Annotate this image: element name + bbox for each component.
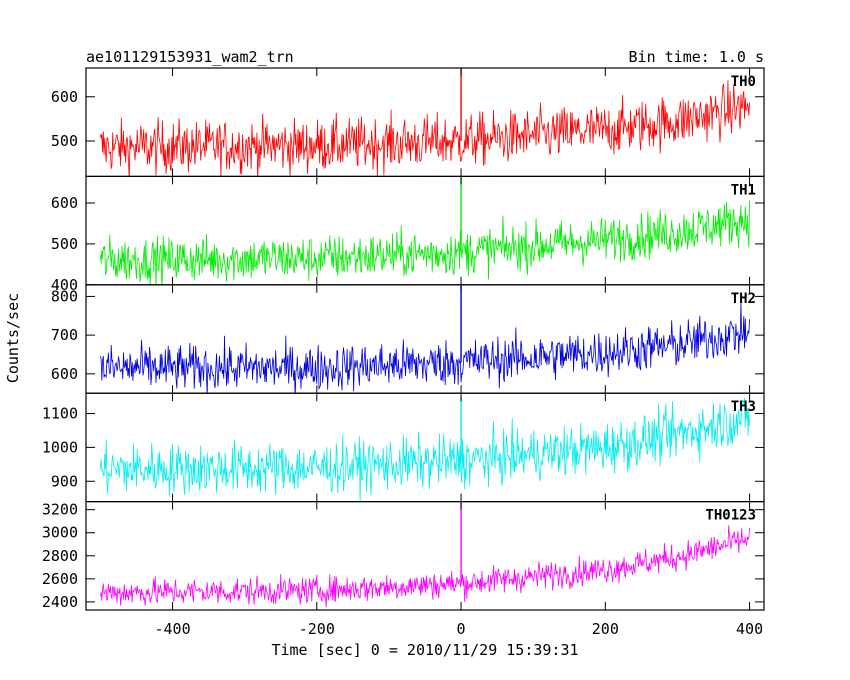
x-axis-label: Time [sec] 0 = 2010/11/29 15:39:31 <box>271 641 578 659</box>
series-label-th0: TH0 <box>731 74 756 90</box>
y-tick-label: 600 <box>51 194 78 212</box>
x-tick-label: 400 <box>736 620 763 638</box>
x-tick-label: -200 <box>299 620 335 638</box>
chart-title: ae101129153931_wam2_trn <box>86 48 294 66</box>
panels-group: TH0 500 600 TH1 400 500 600 TH2 600 700 800 TH3 900 1… <box>42 67 765 638</box>
y-tick-label: 1100 <box>42 405 78 423</box>
series-label-th3: TH3 <box>731 399 756 415</box>
y-tick-label: 600 <box>51 365 78 383</box>
series-label-th2: TH2 <box>731 291 756 307</box>
y-tick-label: 3000 <box>42 524 78 542</box>
x-tick-label: 0 <box>457 620 466 638</box>
y-tick-label: 500 <box>51 132 78 150</box>
y-tick-label: 2800 <box>42 547 78 565</box>
panel-frame <box>85 501 765 611</box>
series-th3 <box>100 398 750 502</box>
panel-th3: TH3 900 1000 1100 <box>42 392 765 503</box>
x-tick-label: -400 <box>154 620 190 638</box>
x-tick-label: 200 <box>592 620 619 638</box>
y-tick-label: 2400 <box>42 593 78 611</box>
series-th0123 <box>100 525 750 608</box>
series-th0 <box>100 80 750 177</box>
panel-th2: TH2 600 700 800 <box>51 284 765 394</box>
y-tick-label: 400 <box>51 276 78 294</box>
y-tick-label: 600 <box>51 88 78 106</box>
series-th2 <box>100 302 750 394</box>
y-tick-label: 500 <box>51 235 78 253</box>
y-axis-label: Counts/sec <box>4 293 22 383</box>
panel-th0123: TH0123 2400 2600 2800 3000 3200 -400 -200 0 200 40… <box>42 501 765 638</box>
series-label-th0123: TH0123 <box>705 508 756 524</box>
series-th1 <box>100 200 750 285</box>
y-tick-label: 2600 <box>42 570 78 588</box>
y-tick-label: 3200 <box>42 501 78 519</box>
y-tick-label: 900 <box>51 472 78 490</box>
panel-frame <box>85 284 765 394</box>
y-tick-label: 1000 <box>42 438 78 456</box>
bin-time-label: Bin time: 1.0 s <box>629 48 764 66</box>
panel-th0: TH0 500 600 <box>51 67 765 178</box>
panel-th1: TH1 400 500 600 <box>51 175 765 294</box>
y-tick-label: 700 <box>51 326 78 344</box>
y-tick-label: 800 <box>51 287 78 305</box>
series-label-th1: TH1 <box>731 182 756 198</box>
